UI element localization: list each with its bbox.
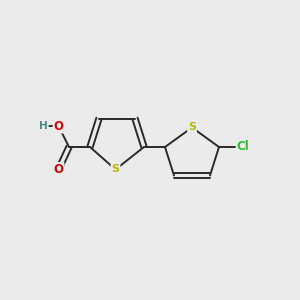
Text: O: O: [53, 119, 64, 133]
Text: O: O: [53, 163, 64, 176]
Text: Cl: Cl: [237, 140, 249, 154]
Text: S: S: [112, 164, 119, 175]
Text: H: H: [39, 121, 48, 131]
Text: S: S: [188, 122, 196, 133]
